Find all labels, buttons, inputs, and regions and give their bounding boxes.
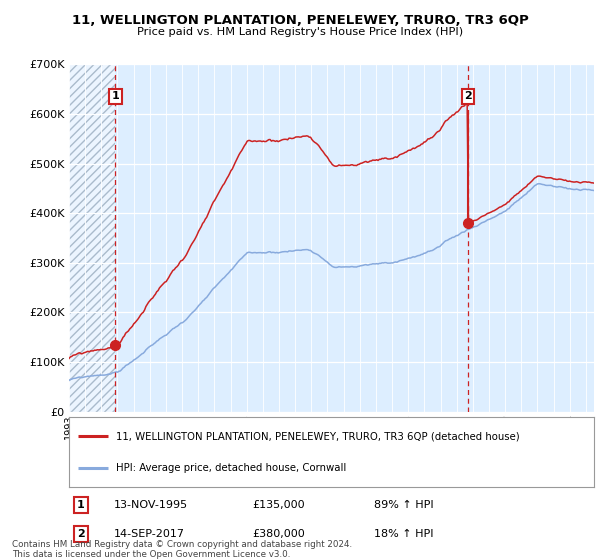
Text: HPI: Average price, detached house, Cornwall: HPI: Average price, detached house, Corn… <box>116 463 347 473</box>
Text: 14-SEP-2017: 14-SEP-2017 <box>113 529 185 539</box>
Text: Contains HM Land Registry data © Crown copyright and database right 2024.
This d: Contains HM Land Registry data © Crown c… <box>12 540 352 559</box>
Text: 2: 2 <box>77 529 85 539</box>
Text: 89% ↑ HPI: 89% ↑ HPI <box>373 500 433 510</box>
Text: 13-NOV-1995: 13-NOV-1995 <box>113 500 188 510</box>
Text: £135,000: £135,000 <box>253 500 305 510</box>
Text: 1: 1 <box>77 500 85 510</box>
Text: 2: 2 <box>464 91 472 101</box>
Text: £380,000: £380,000 <box>253 529 305 539</box>
Text: 11, WELLINGTON PLANTATION, PENELEWEY, TRURO, TR3 6QP (detached house): 11, WELLINGTON PLANTATION, PENELEWEY, TR… <box>116 431 520 441</box>
Text: 18% ↑ HPI: 18% ↑ HPI <box>373 529 433 539</box>
Text: Price paid vs. HM Land Registry's House Price Index (HPI): Price paid vs. HM Land Registry's House … <box>137 27 463 37</box>
Polygon shape <box>69 64 115 412</box>
Text: 11, WELLINGTON PLANTATION, PENELEWEY, TRURO, TR3 6QP: 11, WELLINGTON PLANTATION, PENELEWEY, TR… <box>71 14 529 27</box>
Text: 1: 1 <box>112 91 119 101</box>
